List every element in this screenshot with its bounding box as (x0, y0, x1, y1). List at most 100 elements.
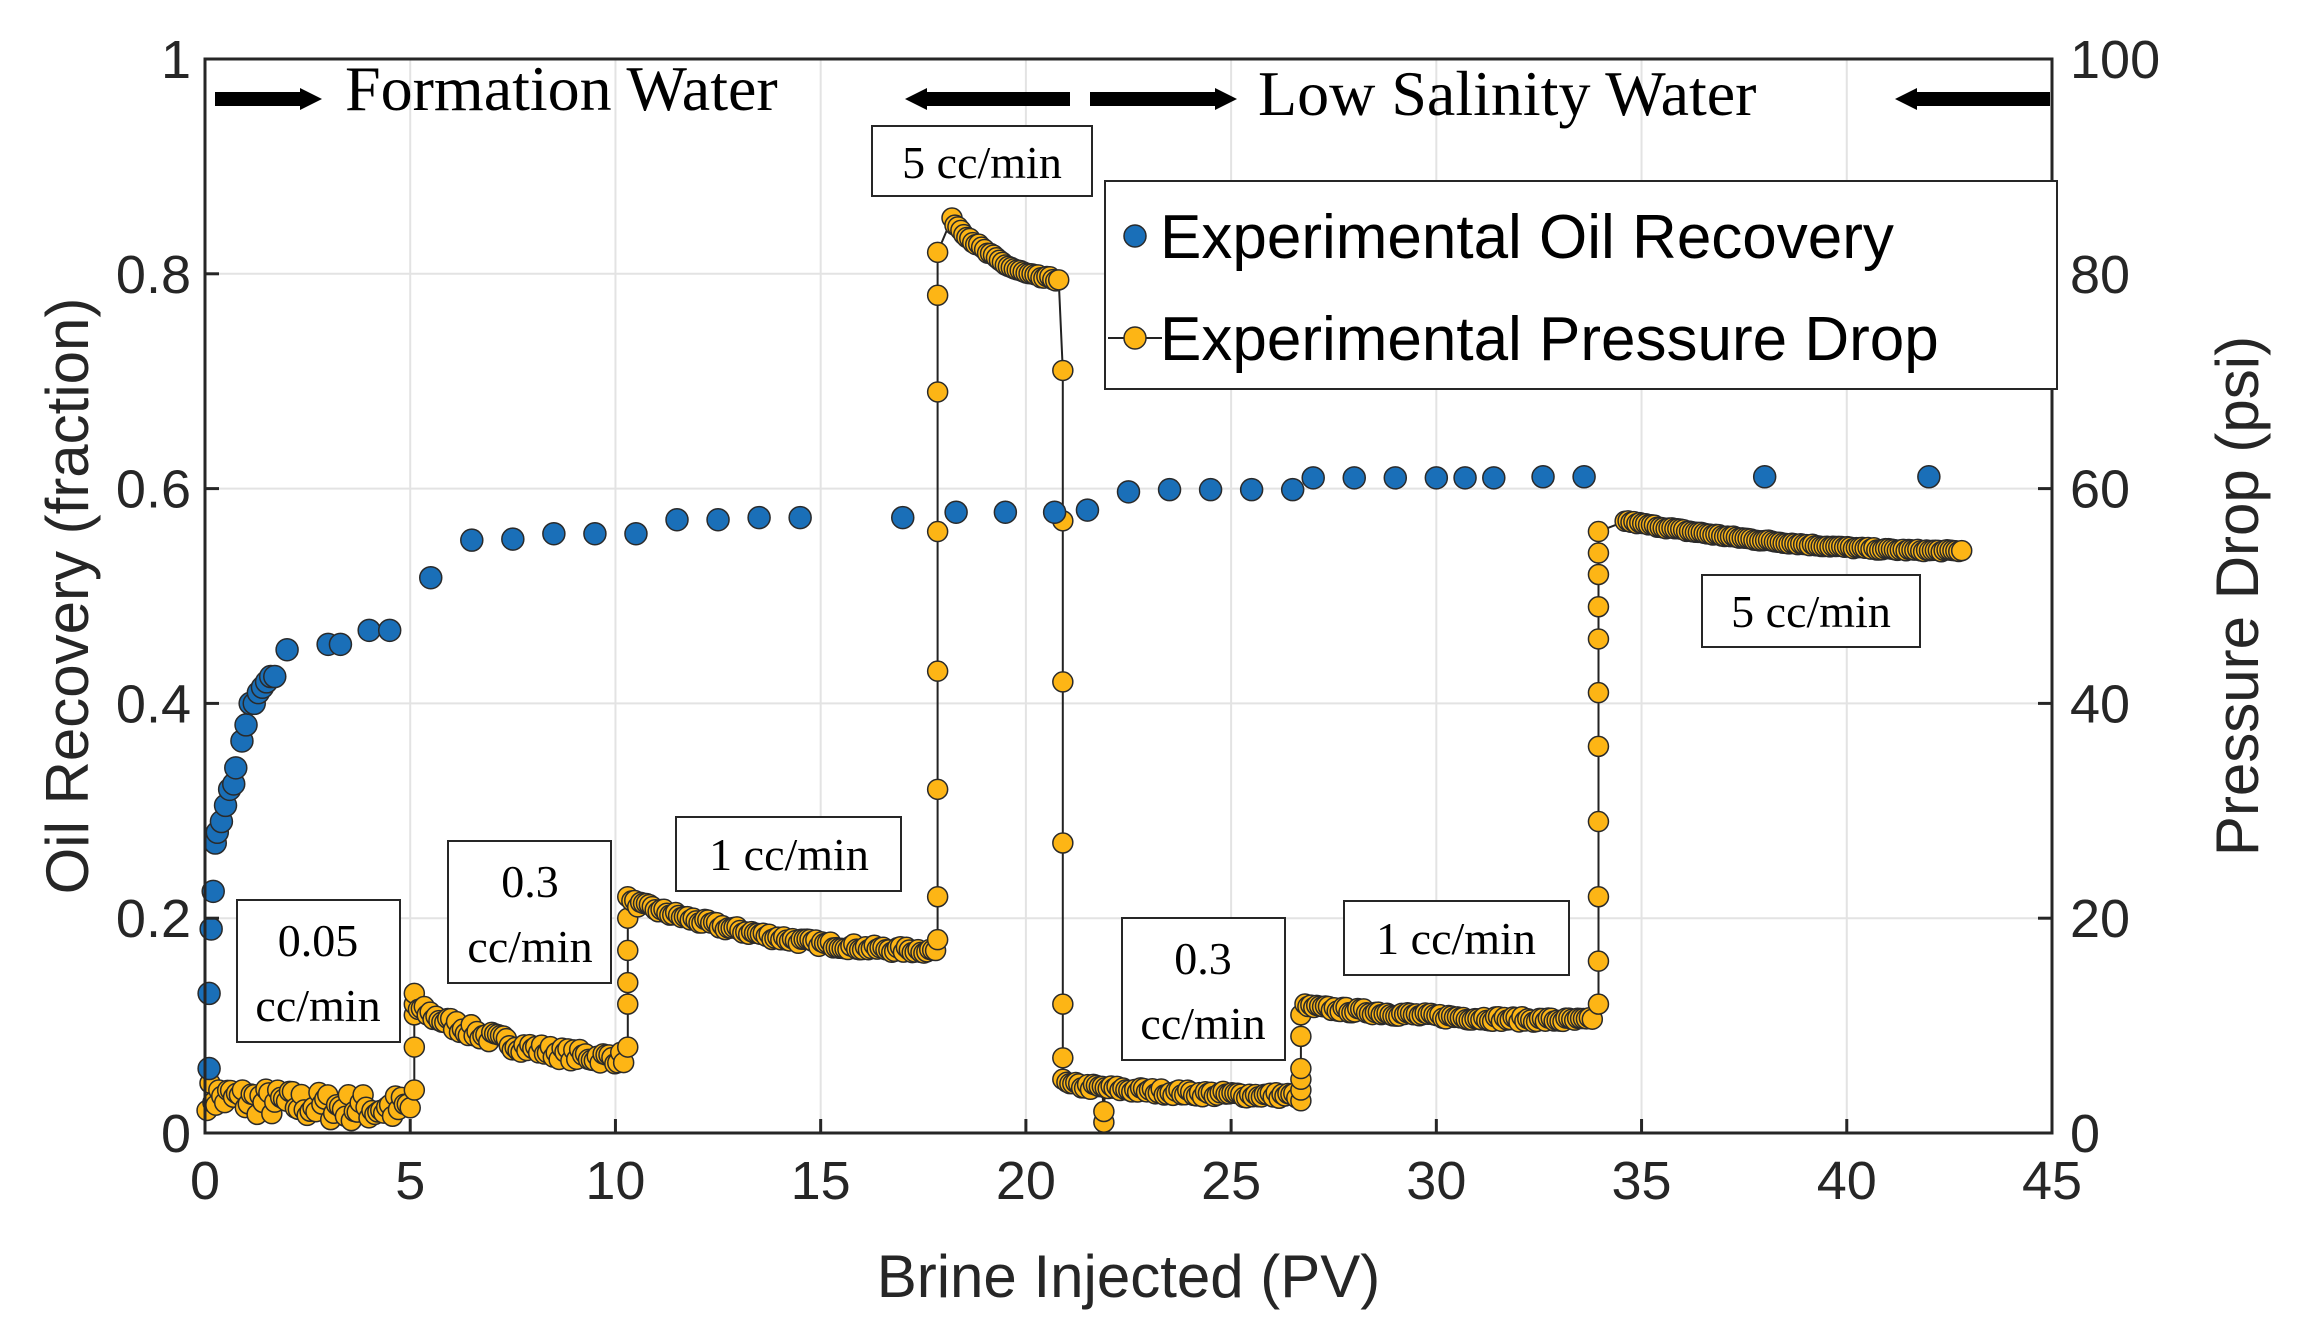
rate-box-03-b: 0.3 cc/min (1121, 917, 1286, 1061)
rate-label: 1 cc/min (1376, 913, 1536, 964)
oil-recovery-point (1042, 500, 1067, 524)
x-tick-label: 45 (2022, 1151, 2082, 1211)
rate-label: 1 cc/min (709, 829, 869, 880)
arrow-head-icon (1215, 88, 1237, 110)
oil-recovery-point (1383, 466, 1408, 490)
pressure-drop-point (1587, 542, 1610, 564)
pressure-drop-point (1290, 1025, 1312, 1048)
pressure-drop-point (1587, 681, 1610, 704)
pressure-drop-point (926, 778, 949, 801)
pressure-drop-point (617, 993, 639, 1015)
y2-tick-label: 20 (2070, 889, 2130, 949)
oil-recovery-point (1917, 465, 1941, 489)
oil-recovery-point (197, 981, 221, 1006)
y2-tick-label: 80 (2070, 245, 2130, 305)
legend-pressure-label: Experimental Pressure Drop (1160, 305, 1939, 374)
pressure-drop-point (1052, 832, 1074, 854)
x-tick-label: 10 (585, 1151, 645, 1211)
pressure-drop-point (926, 241, 949, 264)
oil-recovery-point (460, 528, 484, 552)
x-tick-label: 15 (791, 1151, 851, 1211)
arrow-head-icon (300, 88, 322, 110)
rate-label: 5 cc/min (1731, 586, 1891, 637)
oil-recovery-point (224, 756, 248, 780)
y-tick-label: 0.6 (116, 460, 191, 520)
oil-recovery-point (1531, 465, 1555, 489)
y2-tick-label: 0 (2070, 1104, 2100, 1164)
pressure-drop-point (1587, 735, 1610, 758)
oil-recovery-point (197, 1056, 221, 1081)
oil-recovery-point (1424, 466, 1449, 490)
oil-recovery-point (1453, 466, 1477, 490)
y-axis-label: Oil Recovery (fraction) (34, 298, 101, 895)
y-tick-label: 1 (161, 30, 191, 90)
pressure-drop-point (1587, 595, 1610, 618)
y2-tick-label: 60 (2070, 460, 2130, 520)
oil-recovery-point (1075, 498, 1100, 522)
x-tick-label: 30 (1406, 1151, 1466, 1211)
oil-recovery-point (1342, 466, 1366, 490)
arrow-head-icon (905, 88, 927, 110)
oil-recovery-point (788, 505, 812, 530)
pressure-drop-point (926, 660, 949, 682)
oil-recovery-point (1482, 466, 1506, 490)
oil-recovery-point (1116, 480, 1141, 504)
x-tick-label: 5 (395, 1151, 425, 1211)
rate-label-line2: cc/min (255, 980, 380, 1031)
y-tick-label: 0.8 (116, 245, 191, 305)
oil-recovery-point (1280, 477, 1305, 502)
oil-recovery-point (328, 632, 353, 657)
rate-label-line2: cc/min (1140, 998, 1265, 1049)
oil-recovery-point (1301, 466, 1325, 490)
oil-recovery-series (197, 465, 1941, 1081)
oil-recovery-point (1572, 465, 1596, 489)
rate-box-5-b: 5 cc/min (1701, 574, 1921, 648)
pressure-drop-point (1587, 628, 1610, 650)
arrow-head-icon (1895, 88, 1917, 110)
rate-label-line1: 0.3 (1174, 933, 1232, 984)
oil-recovery-point (418, 565, 443, 590)
y-tick-label: 0.4 (116, 674, 191, 734)
oil-recovery-point (624, 521, 648, 546)
low-salinity-label: Low Salinity Water (1258, 58, 1756, 129)
pressure-drop-point (1587, 885, 1610, 908)
oil-recovery-point (542, 521, 566, 546)
legend: Experimental Oil Recovery Experimental P… (1104, 180, 2058, 390)
oil-recovery-point (263, 664, 287, 689)
oil-recovery-point (201, 879, 225, 904)
oil-recovery-point (1198, 477, 1223, 502)
oil-recovery-point (891, 505, 915, 530)
oil-recovery-point (199, 917, 223, 941)
oil-recovery-point (583, 521, 607, 546)
pressure-drop-point (1052, 671, 1074, 693)
x-axis-label: Brine Injected (PV) (877, 1243, 1381, 1310)
rate-label: 5 cc/min (902, 137, 1062, 188)
y2-tick-label: 40 (2070, 674, 2130, 734)
rate-label-line1: 0.05 (278, 915, 359, 966)
oil-recovery-point (665, 507, 689, 532)
x-tick-label: 25 (1201, 1151, 1261, 1211)
oil-recovery-point (1752, 465, 1777, 489)
x-tick-label: 0 (190, 1151, 220, 1211)
rate-box-005: 0.05 cc/min (236, 899, 401, 1043)
pressure-drop-point (1587, 950, 1610, 972)
pressure-drop-point (1950, 539, 1973, 562)
oil-recovery-point (747, 505, 771, 530)
pressure-drop-point (1587, 810, 1610, 833)
rate-box-1-b: 1 cc/min (1343, 900, 1570, 976)
pressure-drop-point (926, 885, 949, 908)
pressure-drop-point (1587, 520, 1610, 543)
pressure-drop-point (399, 1097, 421, 1119)
x-tick-label: 35 (1612, 1151, 1672, 1211)
pressure-drop-point (1052, 1047, 1074, 1069)
formation-water-annotation: Formation Water (215, 53, 1070, 124)
oil-recovery-point (706, 507, 730, 532)
pressure-drop-point (1587, 563, 1610, 586)
pressure-series (196, 207, 1973, 1134)
formation-water-label: Formation Water (345, 53, 778, 124)
pressure-drop-point (926, 928, 949, 951)
pressure-drop-point (1587, 993, 1610, 1015)
oil-recovery-point (234, 713, 258, 737)
pressure-drop-point (926, 520, 949, 543)
